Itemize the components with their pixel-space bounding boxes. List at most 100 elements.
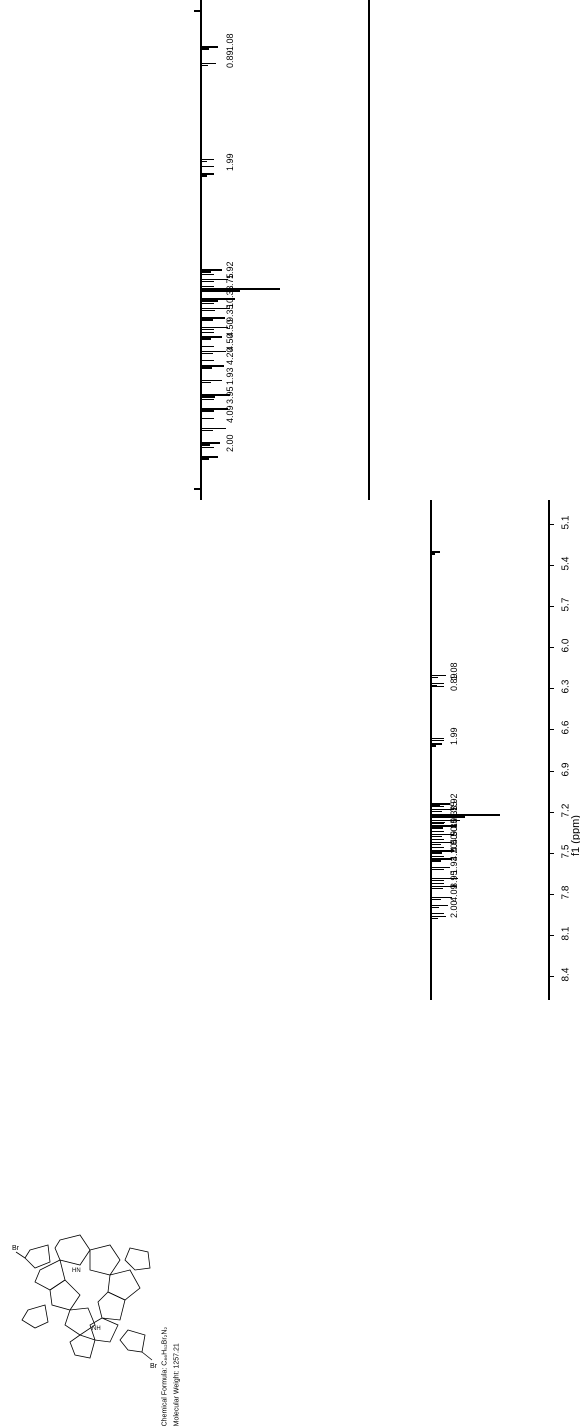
integral-tick: [202, 303, 214, 304]
nmr-peak: [200, 310, 215, 312]
axis-tick-label: 6.6: [561, 721, 572, 735]
integral-tick: [202, 274, 214, 275]
axis-tick-label: 7.8: [561, 886, 572, 900]
axis-tick: [548, 688, 554, 689]
integral-label: 2.00: [225, 434, 235, 452]
svg-text:Br: Br: [12, 1245, 20, 1252]
nmr-zoom-spectrum: 1.080.891.991.921.7510.339.354.504.504.2…: [430, 500, 540, 1000]
nmr-peak: [200, 161, 207, 163]
integral-label: 1.99: [449, 728, 459, 746]
axis-tick: [548, 647, 554, 648]
integral-label: 0.89: [449, 673, 459, 691]
nmr-peak: [200, 319, 213, 321]
nmr-peak: [200, 353, 213, 355]
integral-label: 1.08: [225, 33, 235, 51]
integral-tick: [202, 447, 214, 448]
integral-tick: [202, 166, 214, 167]
nmr-peak: [430, 860, 441, 862]
molecular-structure: Br Br HN NH Chemical Formula: C₈₆H₅₂Br₂N…: [10, 1220, 180, 1420]
nmr-peak: [200, 175, 207, 177]
integral-label: 4.09: [449, 884, 459, 902]
integral-tick: [202, 63, 214, 64]
integral-tick: [432, 869, 444, 870]
nmr-zoom-panel: 1.080.891.991.921.7510.339.354.504.504.2…: [0, 500, 580, 1000]
nmr-peak: [200, 444, 210, 446]
axis-tick-label: 5.1: [561, 515, 572, 529]
integral-tick: [432, 740, 444, 741]
integral-tick: [202, 399, 214, 400]
integral-tick: [432, 806, 444, 807]
axis-tick: [548, 524, 554, 525]
nmr-peak: [430, 899, 441, 901]
integral-tick: [202, 418, 214, 419]
integral-label: 1.99: [225, 153, 235, 171]
integral-tick: [202, 332, 214, 333]
integral-tick: [432, 913, 444, 914]
axis-tick: [548, 771, 554, 772]
axis-tick-label: 6.9: [561, 762, 572, 776]
structure-svg: Br Br HN NH: [10, 1220, 180, 1400]
integral-tick: [202, 286, 214, 287]
nmr-peak: [430, 811, 442, 813]
nmr-peak: [200, 48, 209, 50]
integral-tick: [432, 831, 444, 832]
nmr-full-axis: [368, 0, 370, 500]
nmr-peak: [430, 852, 442, 854]
integral-tick: [432, 856, 444, 857]
formula-text: Chemical Formula: C₈₆H₅₂Br₂N₂: [162, 1326, 169, 1426]
nmr-peak: [430, 836, 442, 838]
axis-tick: [548, 812, 554, 813]
integral-label: 1.93: [225, 367, 235, 385]
integral-tick: [432, 686, 444, 687]
svg-text:NH: NH: [92, 1326, 101, 1332]
integral-label: 3.95: [225, 386, 235, 404]
nmr-peak: [200, 281, 214, 283]
integral-tick: [432, 814, 444, 815]
nmr-peak: [200, 367, 212, 369]
integral-tick: [432, 823, 444, 824]
integral-label: 2.00: [449, 901, 459, 919]
integral-tick: [202, 346, 214, 347]
spectrum-baseline: [200, 0, 202, 500]
nmr-peak: [200, 410, 214, 412]
integral-label: 4.20: [225, 348, 235, 366]
axis-tick-label: 6.3: [561, 680, 572, 694]
frame-tick: [194, 10, 200, 12]
axis-tick-label: 6.0: [561, 639, 572, 653]
integral-tick: [432, 847, 444, 848]
nmr-full-spectrum: 1.080.891.991.921.7510.339.354.504.504.2…: [200, 0, 360, 500]
integral-tick: [432, 675, 444, 676]
integral-tick: [202, 380, 214, 381]
axis-tick: [548, 565, 554, 566]
nmr-peak: [430, 827, 443, 829]
axis-tick: [548, 976, 554, 977]
axis-tick: [548, 606, 554, 607]
nmr-full-panel: 1.080.891.991.921.7510.339.354.504.504.2…: [0, 0, 580, 500]
nmr-peak: [430, 907, 439, 909]
nmr-peak: [200, 329, 214, 331]
svg-text:Br: Br: [150, 1363, 158, 1370]
axis-tick-label: 8.1: [561, 927, 572, 941]
nmr-peak: [430, 888, 443, 890]
frame-tick: [194, 488, 200, 490]
integral-tick: [202, 317, 214, 318]
integral-tick: [432, 897, 444, 898]
integral-tick: [202, 360, 214, 361]
nmr-peak: [200, 338, 211, 340]
axis-title: f1 (ppm): [570, 815, 580, 856]
axis-tick: [548, 853, 554, 854]
integral-label: 4.09: [225, 405, 235, 423]
axis-tick: [548, 935, 554, 936]
nmr-peak: [430, 918, 438, 920]
integral-label: 0.89: [225, 50, 235, 68]
integral-tick: [432, 839, 444, 840]
nmr-peak: [430, 677, 438, 679]
svg-text:HN: HN: [72, 1268, 81, 1274]
nmr-peak: [430, 553, 435, 555]
nmr-peak: [430, 816, 465, 818]
integral-tick: [202, 46, 214, 47]
nmr-peak: [200, 458, 209, 460]
spectrum-baseline: [430, 500, 432, 1000]
nmr-peak: [430, 844, 441, 846]
nmr-peak: [200, 300, 218, 302]
